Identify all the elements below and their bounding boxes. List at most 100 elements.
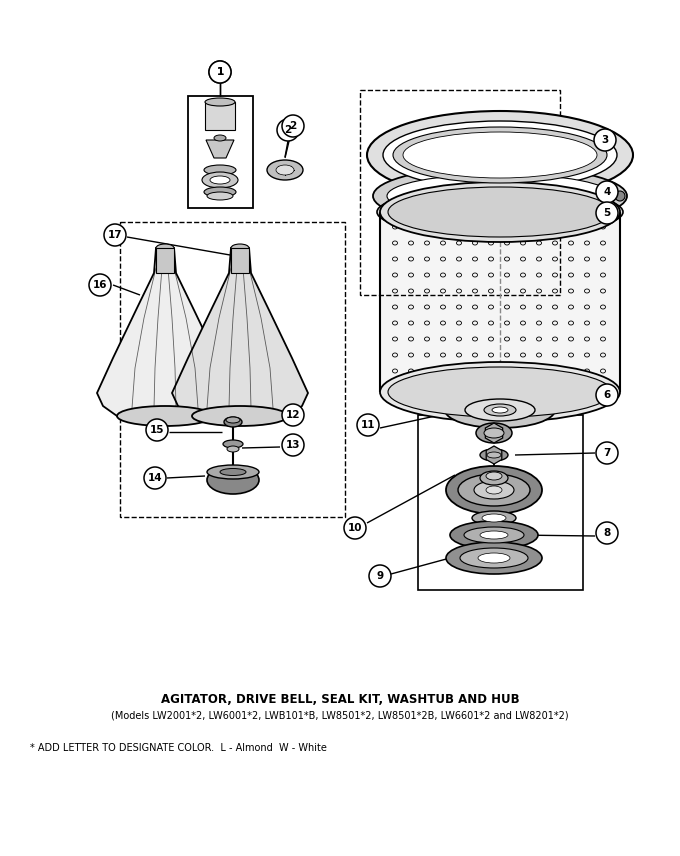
Text: 6: 6	[603, 390, 611, 400]
Ellipse shape	[458, 474, 530, 506]
Ellipse shape	[214, 135, 226, 141]
Circle shape	[596, 522, 618, 544]
Ellipse shape	[480, 471, 508, 485]
Ellipse shape	[117, 406, 213, 426]
Bar	[188, 96, 253, 208]
Text: 13: 13	[286, 440, 301, 450]
Bar	[231, 248, 249, 273]
Ellipse shape	[210, 176, 230, 184]
Ellipse shape	[476, 423, 512, 443]
Ellipse shape	[373, 166, 627, 226]
Ellipse shape	[482, 514, 506, 522]
Ellipse shape	[388, 367, 612, 417]
Ellipse shape	[220, 468, 246, 475]
Ellipse shape	[224, 417, 242, 427]
Ellipse shape	[383, 121, 617, 189]
Ellipse shape	[480, 449, 508, 461]
Ellipse shape	[480, 531, 508, 539]
Ellipse shape	[226, 417, 240, 423]
Text: 17: 17	[107, 230, 122, 240]
Ellipse shape	[207, 466, 259, 494]
Ellipse shape	[377, 188, 623, 236]
Circle shape	[282, 115, 304, 137]
Ellipse shape	[380, 182, 620, 242]
Circle shape	[596, 202, 618, 224]
Polygon shape	[97, 248, 233, 416]
Text: 1: 1	[216, 67, 224, 77]
Circle shape	[209, 61, 231, 83]
Circle shape	[282, 404, 304, 426]
Text: 16: 16	[92, 280, 107, 290]
Bar	[120, 222, 345, 517]
Circle shape	[146, 419, 168, 441]
Bar	[380, 212, 620, 392]
Ellipse shape	[474, 481, 514, 499]
Text: 7: 7	[603, 448, 611, 458]
Text: 14: 14	[148, 473, 163, 483]
Ellipse shape	[478, 553, 510, 563]
Polygon shape	[206, 140, 234, 158]
Text: 8: 8	[603, 528, 611, 538]
Ellipse shape	[223, 440, 243, 448]
Ellipse shape	[484, 428, 504, 438]
Text: (Models LW2001*2, LW6001*2, LWB101*B, LW8501*2, LW8501*2B, LW6601*2 and LW8201*2: (Models LW2001*2, LW6001*2, LWB101*B, LW…	[112, 711, 568, 721]
Text: 10: 10	[347, 523, 362, 533]
Circle shape	[596, 384, 618, 406]
Ellipse shape	[207, 465, 259, 479]
Ellipse shape	[484, 404, 516, 416]
Ellipse shape	[367, 111, 633, 199]
Text: 11: 11	[361, 420, 375, 430]
Ellipse shape	[492, 407, 508, 413]
Ellipse shape	[156, 244, 174, 252]
Bar	[418, 415, 583, 590]
Ellipse shape	[207, 192, 233, 200]
Ellipse shape	[446, 542, 542, 574]
Text: AGITATOR, DRIVE BELL, SEAL KIT, WASHTUB AND HUB: AGITATOR, DRIVE BELL, SEAL KIT, WASHTUB …	[160, 693, 520, 706]
Text: 12: 12	[286, 410, 301, 420]
Ellipse shape	[464, 527, 524, 543]
Text: 2: 2	[284, 125, 292, 135]
Ellipse shape	[380, 362, 620, 422]
Circle shape	[144, 467, 166, 489]
Text: 5: 5	[603, 208, 611, 218]
Circle shape	[369, 565, 391, 587]
Text: 15: 15	[150, 425, 165, 435]
Ellipse shape	[486, 472, 502, 480]
Bar	[156, 248, 174, 273]
Ellipse shape	[231, 244, 249, 252]
Circle shape	[357, 414, 379, 436]
Circle shape	[596, 181, 618, 203]
Ellipse shape	[446, 466, 542, 514]
Text: 2: 2	[290, 121, 296, 131]
Circle shape	[594, 129, 616, 151]
Circle shape	[596, 442, 618, 464]
Circle shape	[104, 224, 126, 246]
Ellipse shape	[615, 191, 625, 201]
Circle shape	[282, 434, 304, 456]
Polygon shape	[172, 248, 308, 416]
Ellipse shape	[450, 521, 538, 549]
Circle shape	[209, 61, 231, 83]
Ellipse shape	[276, 165, 294, 175]
Bar	[360, 90, 560, 295]
Ellipse shape	[445, 392, 555, 428]
Circle shape	[89, 274, 111, 296]
Ellipse shape	[388, 187, 612, 237]
Ellipse shape	[393, 127, 607, 183]
Ellipse shape	[487, 452, 501, 458]
Ellipse shape	[205, 98, 235, 106]
Ellipse shape	[267, 160, 303, 180]
Ellipse shape	[387, 174, 613, 218]
Circle shape	[277, 119, 299, 141]
Bar	[205, 102, 235, 130]
Text: * ADD LETTER TO DESIGNATE COLOR.  L - Almond  W - White: * ADD LETTER TO DESIGNATE COLOR. L - Alm…	[30, 743, 327, 753]
Circle shape	[344, 517, 366, 539]
Text: 3: 3	[601, 135, 609, 145]
Ellipse shape	[204, 187, 236, 197]
Text: 4: 4	[603, 187, 611, 197]
Text: 1: 1	[216, 67, 224, 77]
Text: 9: 9	[377, 571, 384, 581]
Ellipse shape	[403, 132, 597, 178]
Ellipse shape	[202, 172, 238, 188]
Ellipse shape	[472, 511, 516, 525]
